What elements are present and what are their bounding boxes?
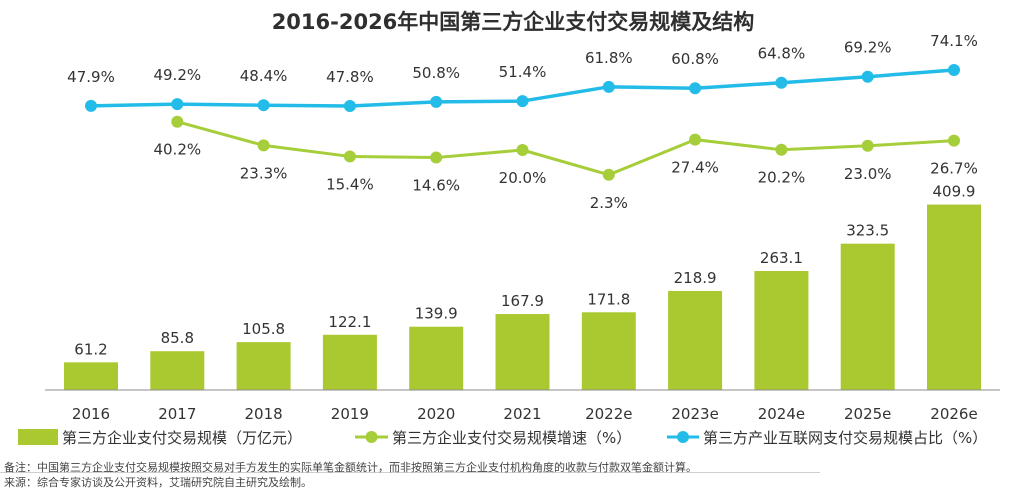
growth-point-2026e — [948, 134, 960, 147]
growth-point-2023e — [689, 133, 702, 146]
legend-share-marker — [677, 431, 689, 443]
bar-label-2020: 139.9 — [415, 305, 458, 323]
legend-growth-marker — [365, 431, 378, 443]
share-label-2024e: 64.8% — [758, 45, 806, 63]
growth-label-2019: 15.4% — [326, 175, 374, 193]
legend-bar-label: 第三方企业支付交易规模（万亿元） — [62, 429, 302, 447]
bar-label-2021: 167.9 — [501, 292, 544, 310]
line-series — [85, 63, 960, 181]
share-label-2021: 51.4% — [499, 63, 547, 81]
share-point-2023e — [689, 82, 702, 95]
x-tick-2017: 2017 — [158, 405, 196, 423]
growth-point-2021 — [516, 144, 529, 156]
share-label-2025e: 69.2% — [844, 39, 892, 57]
share-point-2017 — [171, 98, 184, 111]
bar-label-2023e: 218.9 — [674, 269, 717, 287]
share-label-2026e: 74.1% — [930, 32, 978, 50]
share-point-2021 — [516, 95, 529, 108]
bar-2023e — [668, 290, 723, 390]
bar-label-2022e: 171.8 — [587, 290, 630, 308]
legend-share-label: 第三方产业互联网支付交易规模占比（%） — [703, 429, 987, 447]
share-label-2022e: 61.8% — [585, 49, 633, 67]
growth-label-2020: 14.6% — [412, 177, 460, 195]
share-label-2019: 47.8% — [326, 68, 374, 86]
legend-bar-swatch — [18, 429, 58, 445]
bar-value-labels: 61.2 85.8 105.8 122.1 139.9 167.9 171.8 218.9 26… — [74, 183, 975, 359]
growth-point-2020 — [430, 151, 443, 164]
bar-label-2019: 122.1 — [328, 313, 371, 331]
bar-series — [64, 204, 981, 390]
legend: 第三方企业支付交易规模（万亿元） 第三方企业支付交易规模增速（%） 第三方产业互联网… — [18, 429, 987, 447]
x-tick-2021: 2021 — [503, 405, 541, 423]
bar-2022e — [581, 312, 636, 390]
growth-point-2025e — [861, 139, 874, 152]
x-tick-2024e: 2024e — [758, 405, 805, 423]
bar-label-2016: 61.2 — [74, 340, 107, 358]
growth-label-2025e: 23.0% — [844, 165, 892, 183]
share-point-2019 — [343, 100, 356, 113]
bar-label-2024e: 263.1 — [760, 249, 803, 267]
x-tick-2018: 2018 — [245, 405, 283, 423]
bar-2016 — [64, 362, 118, 390]
share-label-2023e: 60.8% — [671, 50, 719, 68]
bar-2024e — [754, 270, 809, 390]
x-tick-2022e: 2022e — [585, 405, 632, 423]
bar-label-2026e: 409.9 — [933, 183, 976, 201]
growth-label-2023e: 27.4% — [671, 159, 719, 177]
chart-title: 2016-2026年中国第三方企业支付交易规模及结构 — [271, 10, 755, 34]
share-point-2018 — [257, 99, 270, 112]
bar-2021 — [495, 314, 550, 390]
legend-growth-label: 第三方企业支付交易规模增速（%） — [392, 429, 631, 447]
share-label-2016: 47.9% — [67, 68, 115, 86]
growth-label-2026e: 26.7% — [930, 160, 978, 178]
footer-divider — [0, 472, 820, 473]
share-point-2025e — [861, 70, 874, 83]
growth-point-2024e — [775, 143, 788, 156]
growth-point-2019 — [343, 150, 356, 163]
growth-label-2022e: 2.3% — [590, 194, 628, 212]
share-label-2017: 49.2% — [153, 66, 201, 84]
note-remark: 备注：中国第三方企业支付交易规模按照交易对手方发生的实际单笔金额统计，而非按照第… — [4, 461, 697, 474]
x-tick-2026e: 2026e — [930, 405, 977, 423]
bar-2020 — [409, 326, 464, 390]
share-label-2020: 50.8% — [412, 64, 460, 82]
share-point-2026e — [948, 63, 960, 76]
bar-label-2018: 105.8 — [242, 320, 285, 338]
share-label-2018: 48.4% — [240, 67, 288, 85]
growth-label-2018: 23.3% — [240, 164, 288, 182]
x-tick-2019: 2019 — [331, 405, 369, 423]
note-source: 来源：综合专家访谈及公开资料，艾瑞研究院自主研究及绘制。 — [4, 476, 312, 489]
line-value-labels: 40.2% 23.3% 15.4% 14.6% 20.0% 2.3% 27.4% 20.2% 2… — [67, 32, 978, 212]
x-tick-2016: 2016 — [72, 405, 110, 423]
growth-point-2017 — [171, 115, 184, 128]
x-tick-2020: 2020 — [417, 405, 455, 423]
growth-line — [176, 120, 955, 177]
bar-2018 — [236, 342, 291, 390]
bar-2019 — [322, 334, 377, 390]
share-point-2020 — [430, 95, 443, 108]
share-point-2024e — [775, 76, 788, 89]
x-tick-2025e: 2025e — [844, 405, 891, 423]
growth-label-2021: 20.0% — [499, 169, 547, 187]
growth-point-2018 — [257, 139, 270, 152]
bar-2017 — [150, 351, 205, 390]
x-axis-tick-labels: 2016 2017 2018 2019 2020 2021 2022e 2023e 2024e 2… — [72, 405, 978, 423]
share-point-2022e — [602, 80, 615, 93]
bar-label-2017: 85.8 — [161, 329, 194, 347]
share-point-2016 — [85, 99, 97, 112]
growth-point-2022e — [602, 168, 615, 181]
bar-label-2025e: 323.5 — [846, 222, 889, 240]
bar-2025e — [840, 243, 895, 390]
growth-label-2017: 40.2% — [153, 141, 201, 159]
growth-label-2024e: 20.2% — [758, 169, 806, 187]
x-tick-2023e: 2023e — [671, 405, 718, 423]
bar-2026e — [927, 204, 981, 390]
